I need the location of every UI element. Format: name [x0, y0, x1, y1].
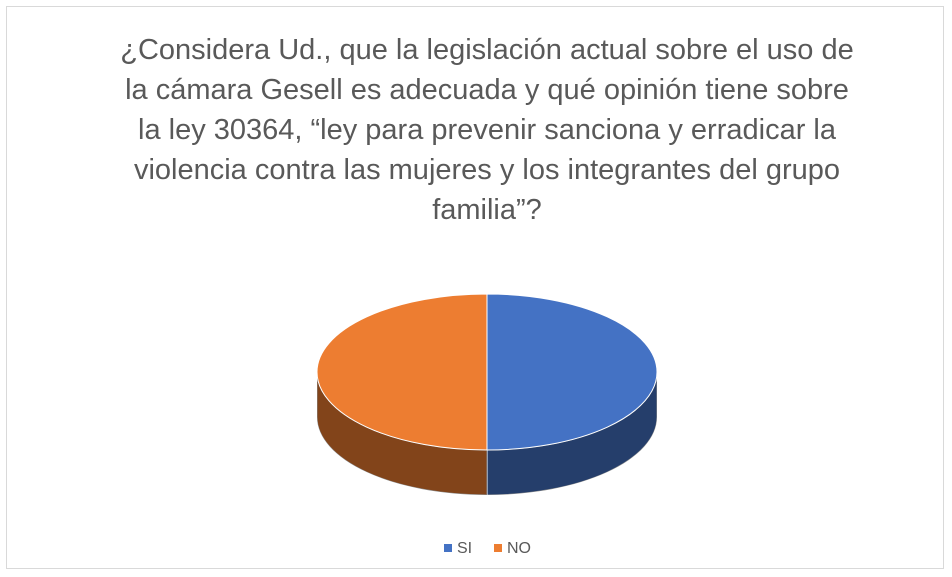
pie-slice	[486, 293, 658, 451]
side-shade	[317, 372, 487, 495]
side-shade	[487, 372, 657, 495]
pie-slice	[316, 293, 488, 451]
legend-swatch	[444, 544, 452, 552]
legend-label: SI	[457, 540, 472, 557]
chart-title: ¿Considera Ud., que la legislación actua…	[120, 34, 854, 226]
chart-frame	[6, 6, 944, 569]
legend-label: NO	[507, 540, 531, 557]
legend-swatch	[494, 544, 502, 552]
